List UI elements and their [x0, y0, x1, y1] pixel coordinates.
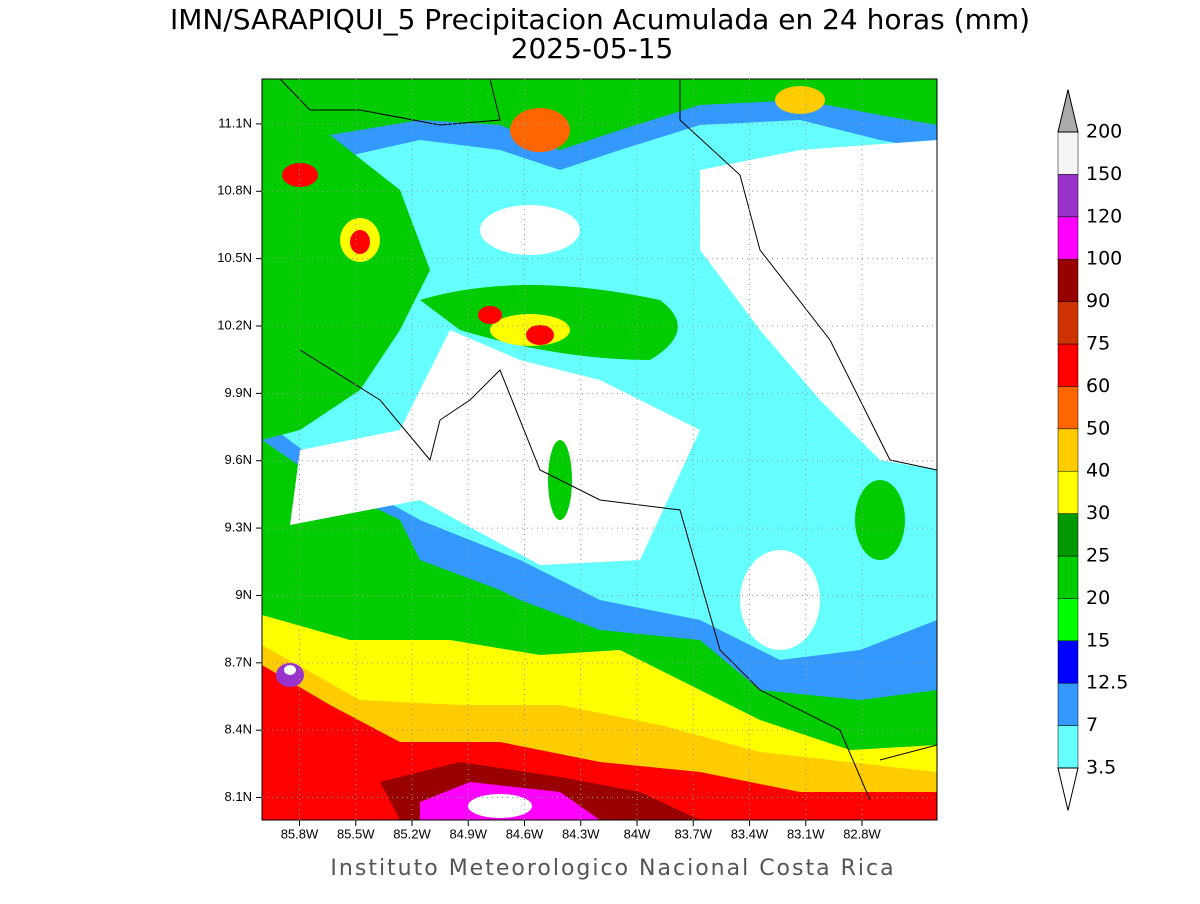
colorbar-label: 200 — [1086, 121, 1122, 143]
x-tick-label: 83.4W — [731, 826, 769, 841]
x-tick-label: 84W — [624, 826, 651, 841]
y-tick-label: 8.1N — [225, 789, 252, 804]
y-tick-label: 11.1N — [218, 115, 252, 130]
colorbar-box — [1057, 470, 1079, 514]
colorbar-box — [1057, 258, 1079, 302]
colorbar-box — [1057, 682, 1079, 726]
coastlines — [279, 79, 937, 801]
colorbar-box — [1057, 301, 1079, 345]
x-tick-label: 84.3W — [562, 826, 600, 841]
map-subtitle: 2025-05-15 — [511, 32, 674, 65]
y-tick-label: 9.9N — [225, 385, 252, 400]
colorbar-over — [1057, 89, 1079, 133]
colorbar-label: 40 — [1086, 460, 1110, 482]
colorbar-label: 30 — [1086, 502, 1110, 524]
map-frame — [261, 78, 938, 821]
colorbar-label: 120 — [1086, 205, 1122, 227]
x-tick-label: 84.9W — [449, 826, 487, 841]
x-tick-label: 85.5W — [337, 826, 375, 841]
colorbar-label: 25 — [1086, 545, 1110, 567]
colorbar-box — [1057, 343, 1079, 387]
x-tick-label: 83.1W — [787, 826, 825, 841]
colorbar-label: 20 — [1086, 587, 1110, 609]
colorbar-label: 15 — [1086, 629, 1110, 651]
x-tick-label: 82.8W — [843, 826, 881, 841]
colorbar-label: 7 — [1086, 714, 1098, 736]
y-tick-label: 9.3N — [225, 520, 252, 535]
colorbar-label: 100 — [1086, 248, 1122, 270]
y-tick-label: 8.4N — [225, 722, 252, 737]
colorbar-box — [1057, 725, 1079, 769]
x-tick-label: 83.7W — [674, 826, 712, 841]
colorbar-under — [1057, 767, 1079, 811]
y-tick-label: 10.8N — [217, 183, 252, 198]
y-tick-label: 8.7N — [225, 654, 252, 669]
precip-field — [262, 79, 937, 820]
colorbar-label: 75 — [1086, 333, 1110, 355]
x-tick-label: 84.6W — [506, 826, 544, 841]
colorbar-label: 150 — [1086, 163, 1122, 185]
map-title: IMN/SARAPIQUI_5 Precipitacion Acumulada … — [170, 3, 1030, 36]
colorbar-box — [1057, 174, 1079, 218]
y-tick-label: 9N — [235, 587, 252, 602]
x-tick-label: 85.8W — [281, 826, 319, 841]
colorbar-label: 3.5 — [1086, 757, 1116, 779]
colorbar-box — [1057, 640, 1079, 684]
colorbar-box — [1057, 216, 1079, 260]
colorbar-box — [1057, 598, 1079, 642]
y-tick-label: 9.6N — [225, 452, 252, 467]
colorbar-label: 90 — [1086, 290, 1110, 312]
colorbar-label: 60 — [1086, 375, 1110, 397]
y-tick-label: 10.5N — [217, 250, 252, 265]
colorbar-label: 50 — [1086, 417, 1110, 439]
colorbar-box — [1057, 131, 1079, 175]
colorbar-box — [1057, 513, 1079, 557]
colorbar-box — [1057, 386, 1079, 430]
colorbar-box — [1057, 428, 1079, 472]
colorbar-box — [1057, 555, 1079, 599]
colorbar-label: 12.5 — [1086, 672, 1128, 694]
y-tick-label: 10.2N — [217, 317, 252, 332]
x-tick-label: 85.2W — [393, 826, 431, 841]
footer: Instituto Meteorologico Nacional Costa R… — [330, 856, 895, 881]
